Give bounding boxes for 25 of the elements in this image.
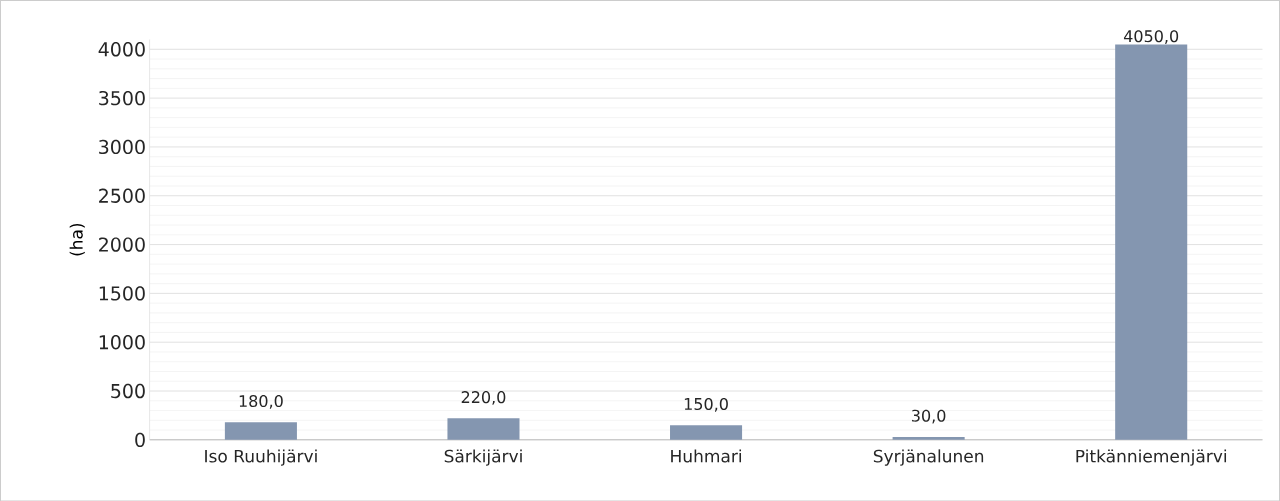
x-tick-label: Huhmari [671, 449, 742, 463]
y-tick-label: 3500 [99, 90, 145, 106]
bar [892, 436, 965, 440]
x-tick-label: Syrjänalunen [873, 449, 984, 466]
bar [224, 422, 297, 440]
data-label: 4050,0 [1123, 29, 1179, 44]
y-axis-title: (ha) [69, 223, 85, 256]
y-tick-label: 4000 [98, 41, 145, 57]
data-label: 220,0 [461, 390, 506, 405]
y-tick-label: 2000 [99, 237, 145, 252]
bar [1115, 44, 1188, 440]
x-tick-label: Iso Ruuhijärvi [205, 449, 317, 466]
y-tick-label: 1500 [99, 286, 145, 301]
y-tick-label: 3000 [99, 139, 145, 154]
data-label: 30,0 [912, 409, 946, 424]
bar [447, 418, 520, 440]
x-tick-label: Särkijärvi [444, 449, 522, 466]
y-tick-label: 500 [111, 383, 145, 399]
data-label: 180,0 [239, 394, 283, 409]
y-tick-label: 0 [135, 432, 145, 447]
y-tick-label: 1000 [99, 334, 145, 350]
bar [670, 425, 743, 440]
x-tick-label: Pitkänniemenjärvi [1076, 449, 1227, 466]
y-tick-label: 2500 [99, 188, 145, 203]
data-label: 150,0 [684, 397, 728, 412]
